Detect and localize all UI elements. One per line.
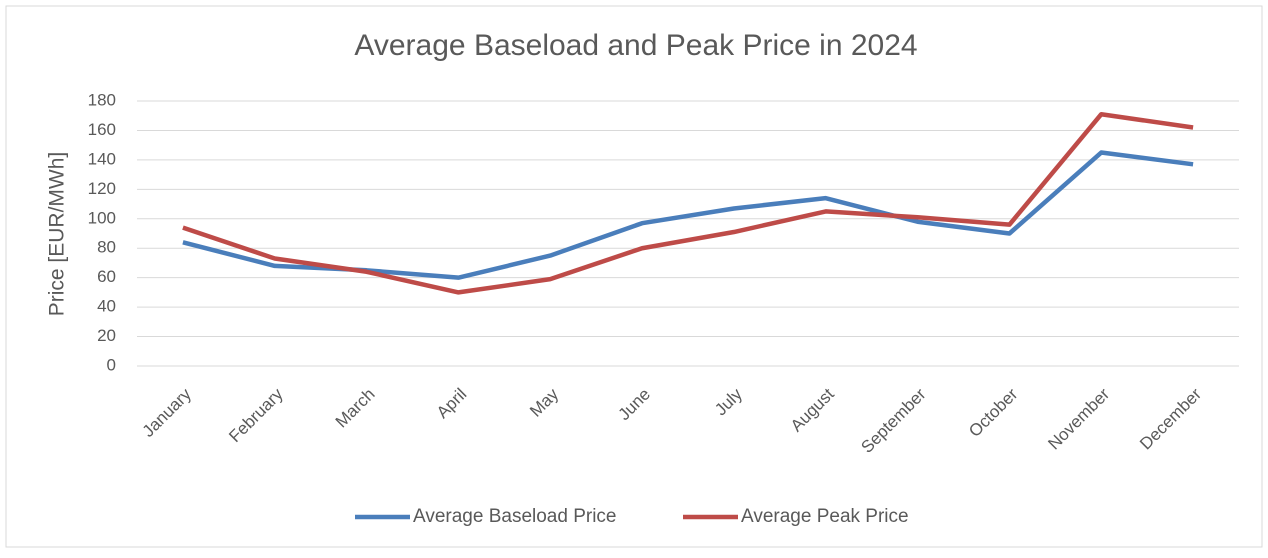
y-tick-label: 0 <box>107 355 116 374</box>
y-tick-label: 160 <box>88 120 116 139</box>
y-tick-label: 140 <box>88 149 116 168</box>
series-line <box>182 112 1194 295</box>
legend-label: Average Peak Price <box>741 506 909 527</box>
chart-title: Average Baseload and Peak Price in 2024 <box>354 29 917 62</box>
y-tick-label: 120 <box>88 179 116 198</box>
chart-frame <box>5 5 1263 548</box>
y-tick-label: 80 <box>97 238 116 257</box>
y-tick-label: 100 <box>88 208 116 227</box>
legend-label: Average Baseload Price <box>413 506 617 527</box>
y-tick-label: 180 <box>88 90 116 109</box>
y-tick-label: 60 <box>97 267 116 286</box>
y-axis-label: Price [EUR/MWh] <box>46 152 69 317</box>
y-tick-label: 40 <box>97 297 116 316</box>
y-tick-label: 20 <box>97 326 116 345</box>
